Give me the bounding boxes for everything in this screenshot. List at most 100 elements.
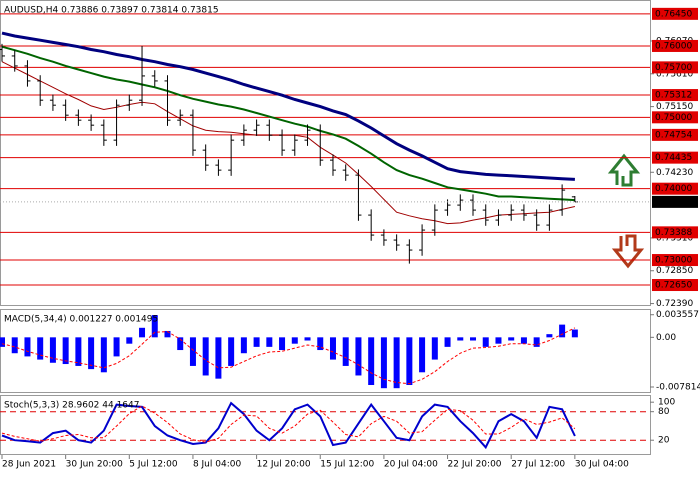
histogram-bar — [457, 337, 464, 341]
histogram-bar — [342, 337, 349, 366]
level-label: 0.75312 — [655, 91, 692, 101]
price-panel — [0, 0, 651, 306]
level-label-box — [652, 182, 698, 195]
x-tick-label: 27 Jul 12:00 — [511, 460, 565, 470]
histogram-bar — [419, 337, 426, 373]
histogram-bar — [75, 337, 82, 366]
histogram-bar — [113, 337, 120, 357]
histogram-bar — [559, 324, 566, 338]
histogram-bar — [215, 337, 222, 379]
histogram-bar — [266, 337, 273, 347]
histogram-bar — [520, 337, 527, 344]
histogram-bar — [11, 337, 18, 354]
histogram-bar — [62, 337, 69, 365]
x-tick-label: 12 Jul 20:00 — [257, 460, 311, 470]
level-label: 0.73388 — [655, 228, 692, 238]
y-tick-label: 0.72390 — [656, 299, 693, 309]
panel-title: MACD(5,34,4) 0.001227 0.001495 — [4, 315, 158, 325]
level-label-box — [652, 111, 698, 124]
x-tick-label: 8 Jul 04:00 — [193, 460, 242, 470]
level-label-box — [652, 128, 698, 141]
y-tick-label: 0.74230 — [656, 168, 693, 178]
level-label: 0.75000 — [655, 113, 692, 123]
level-label-box — [652, 151, 698, 164]
histogram-bar — [355, 337, 362, 376]
histogram-bar — [329, 337, 336, 360]
moving-average — [1, 61, 576, 225]
histogram-bar — [177, 337, 184, 351]
histogram-bar — [533, 337, 540, 347]
y-tick-label: 0.00 — [656, 333, 676, 343]
x-tick-label: 30 Jul 04:00 — [575, 460, 629, 470]
level-label-box — [652, 254, 698, 267]
signal-line — [1, 327, 576, 385]
histogram-bar — [202, 337, 209, 376]
level-label: 0.74435 — [655, 153, 692, 163]
histogram-bar — [304, 337, 311, 341]
level-label: 0.72650 — [655, 281, 692, 291]
macd-panel — [0, 309, 651, 393]
up-arrow — [607, 153, 641, 187]
panel-title: Stoch(5,3,3) 28.9602 44.1647 — [4, 401, 139, 411]
level-label-box — [652, 39, 698, 52]
x-tick-label: 20 Jul 04:00 — [384, 460, 438, 470]
histogram-bar — [546, 334, 553, 338]
level-label: 0.73000 — [655, 256, 692, 266]
level-label-box — [652, 226, 698, 239]
histogram-bar — [279, 337, 286, 351]
histogram-bar — [495, 337, 502, 344]
oscillator-line — [1, 401, 576, 450]
level-label: 0.74754 — [655, 130, 692, 140]
y-tick-label: 0.73310 — [656, 233, 693, 243]
histogram-bar — [100, 337, 107, 373]
level-label-box — [652, 89, 698, 102]
histogram-bar — [139, 327, 146, 338]
histogram-bar — [317, 337, 324, 351]
level-label: 0.75700 — [655, 63, 692, 73]
histogram-bar — [24, 337, 31, 357]
histogram-bar — [571, 329, 578, 338]
x-tick-label: 30 Jun 20:00 — [66, 460, 123, 470]
y-tick-label: 0.75150 — [656, 102, 693, 112]
x-tick-label: 5 Jul 12:00 — [129, 460, 178, 470]
histogram-bar — [380, 337, 387, 389]
histogram-bar — [189, 337, 196, 366]
histogram-bar — [368, 337, 375, 386]
y-tick-label: 0.72850 — [656, 266, 693, 276]
level-label: 0.76000 — [655, 41, 692, 51]
x-tick-label: 15 Jul 12:00 — [320, 460, 374, 470]
histogram-bar — [406, 337, 413, 386]
histogram-bar — [431, 337, 438, 360]
x-tick-label: 28 Jun 2021 — [2, 460, 56, 470]
last-price-box — [652, 195, 698, 208]
y-tick-label: 20 — [658, 436, 670, 446]
level-label-box — [652, 61, 698, 74]
histogram-bar — [151, 315, 158, 338]
y-tick-label: 100 — [658, 398, 675, 408]
histogram-bar — [0, 337, 5, 347]
histogram-bar — [240, 337, 247, 354]
level-label-box — [652, 279, 698, 292]
moving-average — [1, 31, 575, 181]
histogram-bar — [444, 337, 451, 347]
moving-average — [1, 45, 575, 202]
level-label-box — [652, 7, 698, 20]
histogram-bar — [508, 337, 515, 341]
histogram-bar — [470, 337, 477, 341]
histogram-bar — [253, 337, 260, 347]
level-label: 0.74000 — [655, 184, 692, 194]
x-tick-label: 22 Jul 20:00 — [448, 460, 502, 470]
histogram-bar — [164, 330, 171, 338]
histogram-bar — [49, 337, 56, 363]
histogram-bar — [393, 337, 400, 389]
histogram-bar — [228, 337, 235, 366]
histogram-bar — [88, 337, 95, 370]
panel-title: AUDUSD,H4 0.73886 0.73897 0.73814 0.7381… — [4, 6, 219, 16]
y-tick-label: -0.007814 — [656, 383, 700, 393]
y-tick-label: 80 — [658, 407, 670, 417]
histogram-bar — [37, 337, 44, 360]
level-label: 0.76450 — [655, 9, 692, 19]
histogram-bar — [126, 337, 133, 344]
